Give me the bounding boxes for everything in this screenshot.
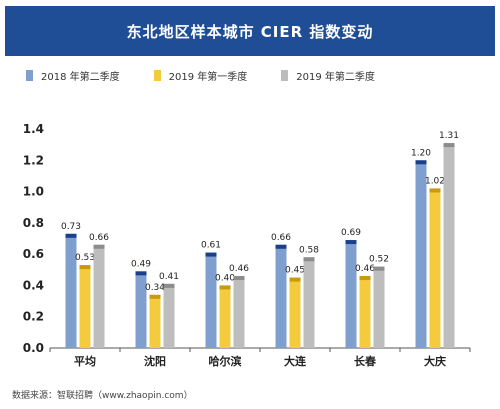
data-label: 0.40	[215, 273, 235, 283]
bar	[443, 143, 455, 348]
legend-item-2019q2: 2019 年第二季度	[281, 68, 375, 83]
data-label: 0.49	[131, 259, 151, 269]
bar	[233, 276, 245, 348]
bar	[93, 244, 105, 348]
bar-cap	[79, 265, 91, 270]
data-label: 0.45	[285, 266, 305, 276]
bar-cap	[443, 143, 455, 148]
bar-cap	[65, 233, 77, 238]
title-bar: 东北地区样本城市 CIER 指数变动	[5, 6, 495, 56]
bar-cap	[205, 252, 217, 257]
x-category-label: 哈尔滨	[209, 354, 242, 368]
bar	[219, 285, 231, 348]
bar	[135, 271, 147, 348]
legend-swatch-2018q2	[26, 70, 33, 81]
bar	[79, 265, 91, 348]
x-category-label: 平均	[74, 354, 96, 368]
legend: 2018 年第二季度 2019 年第一季度 2019 年第二季度	[26, 68, 375, 83]
data-label: 0.66	[89, 233, 109, 243]
bar-cap	[163, 283, 175, 288]
data-label: 0.69	[341, 228, 361, 238]
bar	[163, 283, 175, 348]
y-tick-label: 1.4	[23, 122, 44, 136]
bar	[429, 188, 441, 348]
y-tick-label: 0.6	[23, 247, 44, 261]
bar-cap	[303, 257, 315, 262]
bar-cap	[373, 266, 385, 271]
data-label: 0.61	[201, 241, 221, 251]
bar-cap	[415, 160, 427, 165]
bar	[149, 294, 161, 348]
legend-label-2019q2: 2019 年第二季度	[296, 72, 375, 83]
y-tick-label: 0.4	[23, 278, 44, 292]
data-label: 0.53	[75, 253, 95, 263]
source-note: 数据来源：智联招聘（www.zhaopin.com）	[12, 391, 193, 401]
data-label: 1.31	[439, 131, 459, 141]
bar	[289, 277, 301, 348]
bar-cap	[149, 294, 161, 299]
data-label: 0.46	[229, 264, 249, 274]
bar-cap	[429, 188, 441, 193]
data-label: 0.66	[271, 233, 291, 243]
bar	[65, 233, 77, 348]
data-label: 0.52	[369, 255, 389, 265]
bar-cap	[93, 244, 105, 249]
x-category-label: 大庆	[424, 354, 446, 368]
data-label: 0.34	[145, 283, 165, 293]
y-tick-label: 0.8	[23, 216, 44, 230]
bar	[359, 276, 371, 348]
y-tick-label: 0.2	[23, 310, 44, 324]
bar	[303, 257, 315, 348]
bar	[275, 244, 287, 348]
bar	[345, 240, 357, 348]
legend-item-2019q1: 2019 年第一季度	[153, 68, 248, 83]
data-label: 0.46	[355, 264, 375, 274]
data-label: 1.02	[425, 176, 445, 186]
bar-cap	[219, 285, 231, 290]
bar-cap	[275, 244, 287, 249]
legend-label-2018q2: 2018 年第二季度	[41, 72, 120, 83]
bar	[415, 160, 427, 348]
bar-cap	[345, 240, 357, 245]
chart-title: 东北地区样本城市 CIER 指数变动	[126, 22, 374, 41]
legend-swatch-2019q1	[153, 70, 161, 81]
y-tick-label: 1.2	[23, 153, 44, 167]
data-label: 0.58	[299, 245, 319, 255]
bar-cap	[135, 271, 147, 276]
bar-cap	[289, 277, 301, 282]
bar	[373, 266, 385, 348]
legend-label-2019q1: 2019 年第一季度	[168, 72, 248, 83]
data-label: 0.73	[61, 222, 81, 232]
y-tick-label: 0.0	[23, 341, 44, 355]
bar-cap	[359, 276, 371, 281]
legend-item-2018q2: 2018 年第二季度	[26, 68, 120, 83]
data-label: 0.41	[159, 272, 179, 282]
data-label: 1.20	[411, 148, 431, 158]
x-category-label: 沈阳	[144, 354, 166, 368]
x-category-label: 长春	[354, 354, 377, 368]
y-tick-label: 1.0	[23, 185, 44, 199]
legend-swatch-2019q2	[281, 70, 289, 81]
bar-cap	[233, 276, 245, 281]
bar	[205, 252, 217, 348]
x-category-label: 大连	[284, 354, 307, 368]
